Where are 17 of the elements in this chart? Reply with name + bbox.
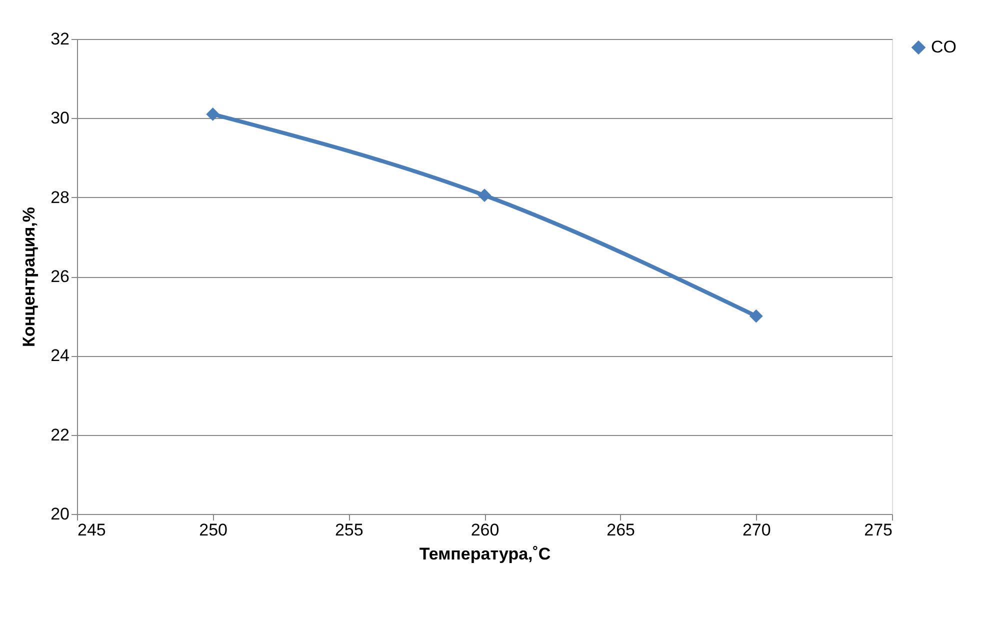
y-tick-label: 22 [50, 425, 70, 444]
x-tick-label: 255 [334, 520, 364, 540]
y-axis-title: Концентрация,% [20, 206, 39, 348]
y-tick-label: 32 [50, 30, 70, 48]
y-tick-label: 24 [50, 346, 70, 366]
x-axis-title: Температура,˚С [419, 544, 551, 564]
x-tick-label: 275 [864, 520, 892, 540]
x-tick-label: 260 [470, 520, 500, 540]
x-tick-label: 270 [742, 520, 771, 540]
y-tick-label: 26 [50, 267, 70, 286]
x-tick-label: 265 [606, 520, 636, 540]
legend-label: CO [931, 38, 956, 56]
x-tick-label: 245 [78, 520, 106, 540]
x-tick-label: 250 [199, 520, 228, 540]
y-tick-label: 28 [50, 188, 70, 207]
y-tick-label: 30 [50, 108, 70, 128]
y-tick-label: 20 [50, 504, 70, 524]
